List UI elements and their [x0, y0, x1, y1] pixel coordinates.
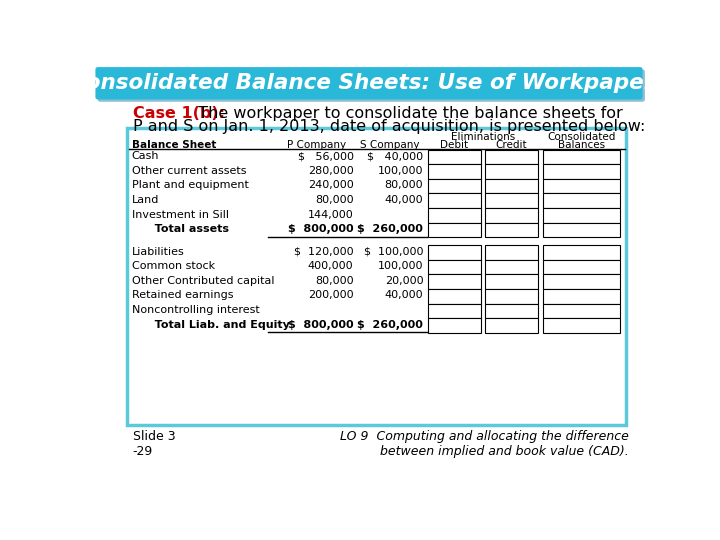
Bar — [543, 260, 620, 274]
Bar — [485, 303, 538, 318]
Bar — [485, 289, 538, 303]
Text: Land: Land — [132, 195, 159, 205]
Text: P Company: P Company — [287, 140, 346, 150]
Text: 280,000: 280,000 — [307, 166, 354, 176]
Bar — [485, 260, 538, 274]
Bar — [428, 208, 481, 222]
Bar — [543, 193, 620, 208]
Bar — [485, 208, 538, 222]
Bar — [485, 245, 538, 260]
Bar — [485, 318, 538, 333]
Bar — [485, 274, 538, 289]
Text: LO 9  Computing and allocating the difference
between implied and book value (CA: LO 9 Computing and allocating the differ… — [340, 430, 629, 458]
Text: $  120,000: $ 120,000 — [294, 247, 354, 256]
Text: Common stock: Common stock — [132, 261, 215, 271]
Text: Consolidated: Consolidated — [547, 132, 616, 142]
Text: Cash: Cash — [132, 151, 159, 161]
Text: 40,000: 40,000 — [384, 195, 423, 205]
Bar — [543, 222, 620, 237]
Text: 240,000: 240,000 — [307, 180, 354, 190]
Text: $  100,000: $ 100,000 — [364, 247, 423, 256]
Text: S Company: S Company — [360, 140, 419, 150]
Text: 200,000: 200,000 — [308, 291, 354, 300]
Text: 80,000: 80,000 — [315, 276, 354, 286]
Bar — [428, 289, 481, 303]
Text: 20,000: 20,000 — [384, 276, 423, 286]
Bar — [428, 303, 481, 318]
Text: 100,000: 100,000 — [378, 261, 423, 271]
Bar — [485, 179, 538, 193]
Text: Debit: Debit — [440, 140, 468, 150]
Bar — [428, 318, 481, 333]
Text: Total Liab. and Equity: Total Liab. and Equity — [143, 320, 290, 329]
Text: 400,000: 400,000 — [308, 261, 354, 271]
Text: Total assets: Total assets — [143, 224, 230, 234]
Text: $  260,000: $ 260,000 — [357, 320, 423, 329]
Text: Retained earnings: Retained earnings — [132, 291, 233, 300]
Bar — [428, 222, 481, 237]
Bar — [428, 274, 481, 289]
Text: Balance Sheet: Balance Sheet — [132, 140, 216, 150]
Text: 40,000: 40,000 — [384, 291, 423, 300]
Text: Other current assets: Other current assets — [132, 166, 246, 176]
Text: $  800,000: $ 800,000 — [288, 320, 354, 329]
Text: Eliminations: Eliminations — [451, 132, 515, 142]
Bar — [485, 164, 538, 179]
Text: $   40,000: $ 40,000 — [367, 151, 423, 161]
Text: 80,000: 80,000 — [384, 180, 423, 190]
Bar — [543, 179, 620, 193]
Text: Consolidated Balance Sheets: Use of Workpapers: Consolidated Balance Sheets: Use of Work… — [71, 73, 667, 93]
FancyBboxPatch shape — [98, 70, 645, 102]
Bar — [543, 303, 620, 318]
FancyBboxPatch shape — [127, 128, 626, 425]
Text: Plant and equipment: Plant and equipment — [132, 180, 248, 190]
Bar — [543, 245, 620, 260]
Bar — [428, 150, 481, 164]
Text: The workpaper to consolidate the balance sheets for: The workpaper to consolidate the balance… — [188, 106, 622, 122]
Text: Balances: Balances — [558, 140, 605, 150]
Bar — [543, 208, 620, 222]
Bar — [543, 150, 620, 164]
Bar — [543, 289, 620, 303]
Bar — [485, 150, 538, 164]
Text: $  260,000: $ 260,000 — [357, 224, 423, 234]
Text: 144,000: 144,000 — [307, 210, 354, 220]
Bar — [428, 179, 481, 193]
Text: Noncontrolling interest: Noncontrolling interest — [132, 305, 260, 315]
Bar — [428, 164, 481, 179]
Text: Liabilities: Liabilities — [132, 247, 184, 256]
Bar — [428, 260, 481, 274]
Bar — [543, 274, 620, 289]
Text: Slide 3
-29: Slide 3 -29 — [132, 430, 175, 458]
Bar — [428, 245, 481, 260]
Text: $  800,000: $ 800,000 — [288, 224, 354, 234]
Text: Investment in Sill: Investment in Sill — [132, 210, 229, 220]
Text: 80,000: 80,000 — [315, 195, 354, 205]
Text: Case 1(b):: Case 1(b): — [132, 106, 225, 122]
Text: P and S on Jan. 1, 2013, date of acquisition, is presented below:: P and S on Jan. 1, 2013, date of acquisi… — [132, 119, 645, 134]
Text: $   56,000: $ 56,000 — [297, 151, 354, 161]
Bar — [428, 193, 481, 208]
FancyBboxPatch shape — [96, 67, 642, 99]
Text: 100,000: 100,000 — [378, 166, 423, 176]
Bar — [543, 164, 620, 179]
Text: Credit: Credit — [496, 140, 528, 150]
Text: Other Contributed capital: Other Contributed capital — [132, 276, 274, 286]
Bar — [485, 193, 538, 208]
Bar — [543, 318, 620, 333]
Bar — [485, 222, 538, 237]
